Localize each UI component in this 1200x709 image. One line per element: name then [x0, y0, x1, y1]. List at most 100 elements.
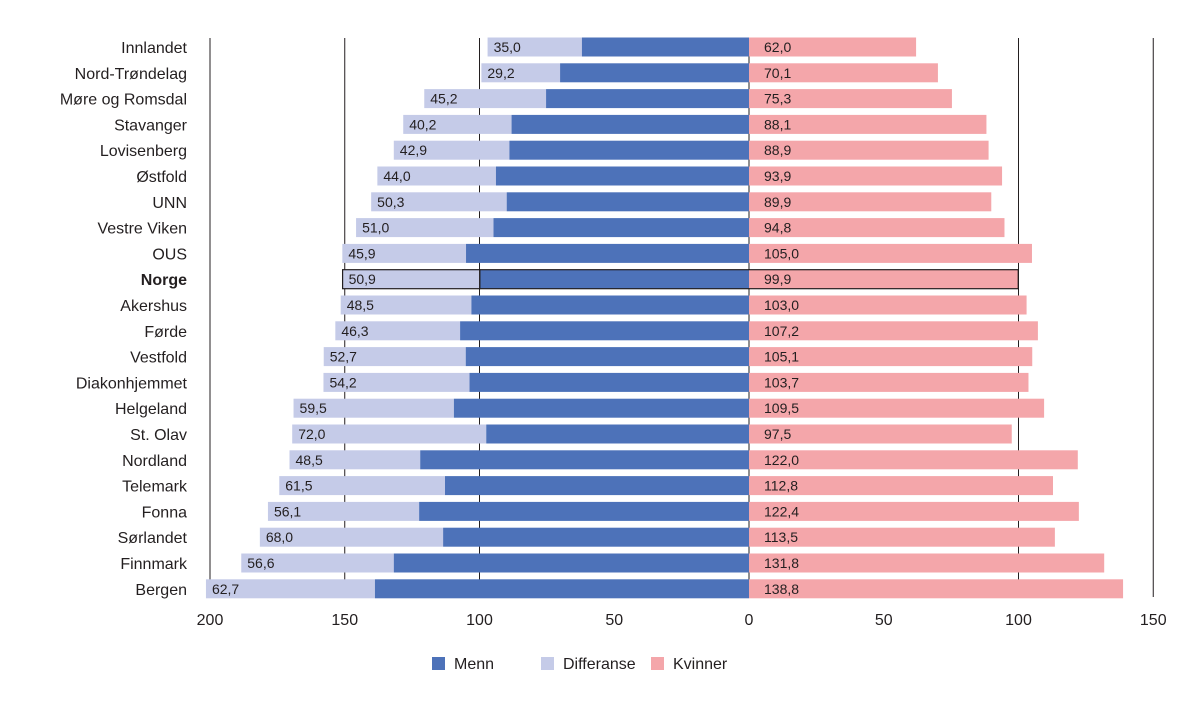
- kvinner-bar: [749, 295, 1027, 315]
- kvinner-bar: [749, 114, 987, 134]
- kvinner-value-label: 99,9: [764, 271, 791, 287]
- category-label: Diakonhjemmet: [76, 375, 188, 392]
- differanse-value-label: 29,2: [487, 65, 514, 81]
- differanse-value-label: 72,0: [298, 426, 325, 442]
- kvinner-value-label: 122,0: [764, 452, 799, 468]
- kvinner-value-label: 131,8: [764, 555, 799, 571]
- menn-bar: [486, 424, 749, 444]
- differanse-bar: [289, 450, 421, 470]
- differanse-bar: [377, 166, 496, 186]
- kvinner-bar: [749, 192, 992, 212]
- x-tick-label: 50: [605, 612, 623, 629]
- differanse-value-label: 68,0: [266, 529, 293, 545]
- differanse-bar: [205, 579, 375, 599]
- kvinner-bar: [749, 37, 917, 57]
- category-label: St. Olav: [130, 427, 187, 444]
- differanse-bar: [241, 553, 394, 573]
- differanse-value-label: 44,0: [383, 168, 410, 184]
- kvinner-value-label: 107,2: [764, 323, 799, 339]
- kvinner-value-label: 122,4: [764, 503, 799, 519]
- category-label: Østfold: [136, 169, 187, 186]
- category-label: Lovisenberg: [100, 143, 187, 160]
- kvinner-value-label: 89,9: [764, 194, 791, 210]
- differanse-value-label: 42,9: [400, 142, 427, 158]
- kvinner-value-label: 105,0: [764, 245, 799, 261]
- differanse-value-label: 52,7: [330, 349, 357, 365]
- kvinner-value-label: 105,1: [764, 349, 799, 365]
- x-tick-label: 50: [875, 612, 893, 629]
- kvinner-bar: [749, 63, 938, 83]
- category-label: Vestfold: [130, 350, 187, 367]
- differanse-value-label: 56,1: [274, 503, 301, 519]
- bars: [205, 37, 1124, 599]
- kvinner-value-label: 75,3: [764, 91, 791, 107]
- kvinner-bar: [749, 553, 1105, 573]
- category-label: Helgeland: [115, 401, 187, 418]
- legend-swatch-menn: [432, 657, 445, 670]
- kvinner-bar: [749, 347, 1033, 367]
- differanse-value-label: 46,3: [341, 323, 368, 339]
- menn-bar: [453, 398, 749, 418]
- legend-swatch-kvinner: [651, 657, 664, 670]
- kvinner-value-label: 62,0: [764, 39, 791, 55]
- category-label: Akershus: [120, 298, 187, 315]
- menn-bar: [445, 476, 749, 496]
- kvinner-bar: [749, 501, 1079, 521]
- menn-bar: [506, 192, 749, 212]
- category-label: Nord-Trøndelag: [75, 66, 187, 83]
- legend: Menn Differanse Kvinner: [432, 656, 728, 673]
- differanse-bar: [293, 398, 454, 418]
- differanse-bar: [342, 243, 467, 263]
- differanse-bar: [279, 476, 446, 496]
- kvinner-bar: [749, 476, 1053, 496]
- category-label: OUS: [152, 246, 187, 263]
- kvinner-bar: [749, 398, 1045, 418]
- differanse-value-label: 48,5: [347, 297, 374, 313]
- menn-bar: [493, 218, 749, 238]
- differanse-bar: [424, 89, 547, 109]
- differanse-value-label: 54,2: [329, 374, 356, 390]
- kvinner-value-label: 97,5: [764, 426, 791, 442]
- kvinner-bar: [749, 140, 989, 160]
- category-label: Innlandet: [121, 40, 187, 57]
- kvinner-bar: [749, 218, 1005, 238]
- legend-label-differanse: Differanse: [563, 656, 636, 673]
- menn-bar: [465, 347, 749, 367]
- differanse-bar: [323, 347, 466, 367]
- kvinner-bar: [749, 166, 1003, 186]
- differanse-bar: [342, 269, 480, 289]
- kvinner-value-label: 94,8: [764, 220, 791, 236]
- differanse-value-label: 48,5: [296, 452, 323, 468]
- differanse-bar: [335, 321, 461, 341]
- x-tick-label: 150: [1140, 612, 1167, 629]
- differanse-value-label: 45,9: [348, 245, 375, 261]
- menn-bar: [443, 527, 749, 547]
- kvinner-value-label: 103,7: [764, 374, 799, 390]
- menn-bar: [419, 501, 749, 521]
- differanse-value-label: 59,5: [300, 400, 327, 416]
- category-label: Telemark: [122, 479, 188, 496]
- category-label: Finnmark: [120, 556, 188, 573]
- menn-bar: [374, 579, 749, 599]
- menn-bar: [393, 553, 749, 573]
- menn-bar: [466, 243, 749, 263]
- differanse-bar: [481, 63, 561, 83]
- menn-bar: [460, 321, 749, 341]
- menn-bar: [471, 295, 749, 315]
- kvinner-value-label: 88,9: [764, 142, 791, 158]
- kvinner-bar: [749, 89, 952, 109]
- differanse-value-label: 50,9: [349, 271, 376, 287]
- kvinner-bar: [749, 269, 1019, 289]
- menn-bar: [560, 63, 749, 83]
- category-label: Norge: [141, 272, 187, 289]
- differanse-value-label: 40,2: [409, 116, 436, 132]
- menn-bar: [511, 114, 749, 134]
- kvinner-value-label: 88,1: [764, 116, 791, 132]
- menn-bar: [420, 450, 749, 470]
- differanse-value-label: 51,0: [362, 220, 389, 236]
- x-tick-label: 100: [466, 612, 493, 629]
- menn-bar: [495, 166, 749, 186]
- legend-label-kvinner: Kvinner: [673, 656, 728, 673]
- category-label: Møre og Romsdal: [60, 92, 187, 109]
